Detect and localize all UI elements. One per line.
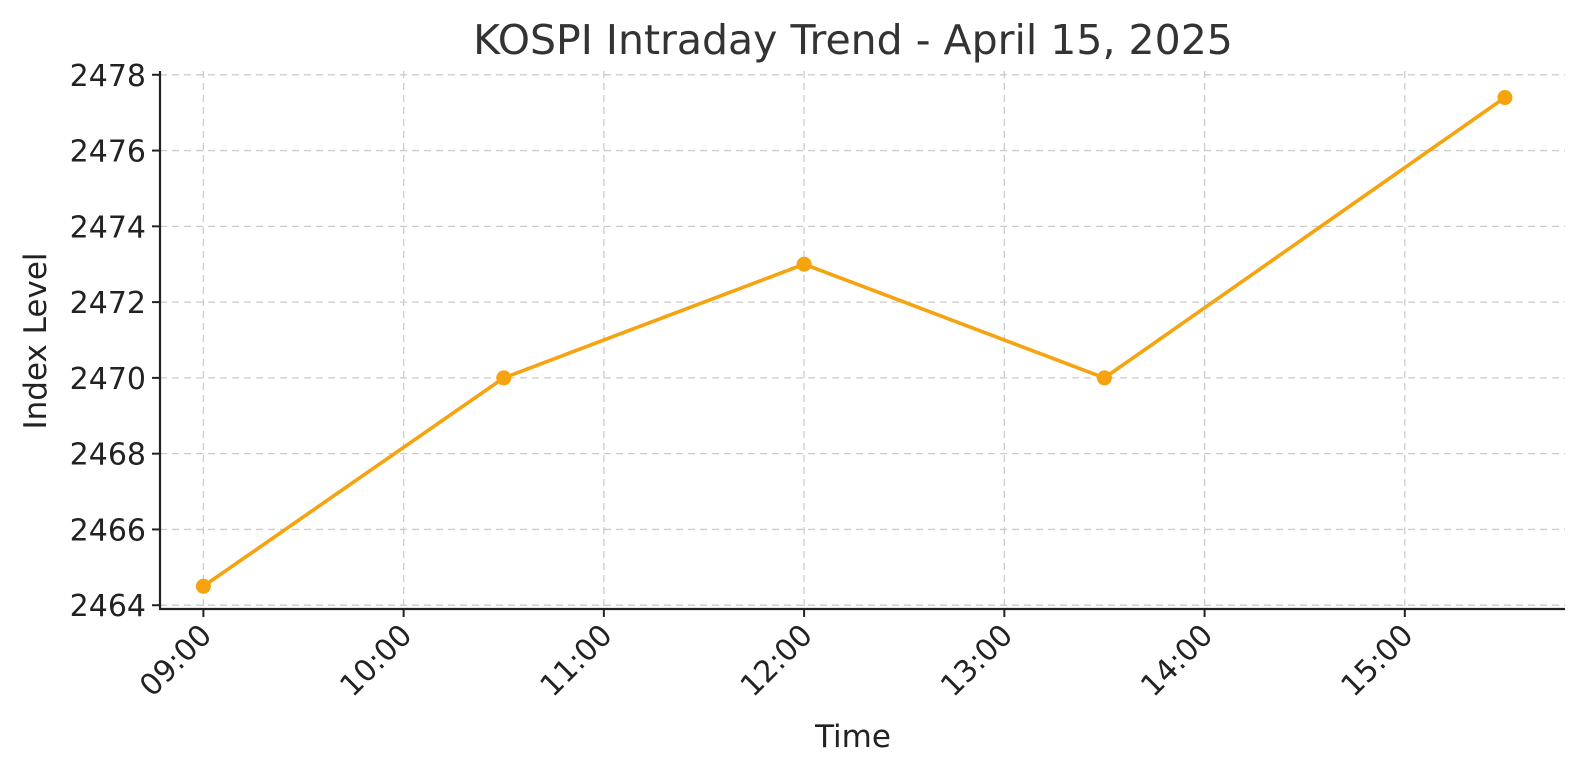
x-tick-label: 10:00 [333, 618, 419, 704]
x-tick-label: 13:00 [934, 618, 1020, 704]
y-tick-label: 2470 [70, 362, 146, 397]
chart-title: KOSPI Intraday Trend - April 15, 2025 [473, 16, 1233, 64]
y-tick-label: 2472 [70, 286, 146, 321]
axes [158, 71, 1565, 611]
series-line [201, 95, 1507, 589]
data-point [1096, 370, 1112, 386]
x-tick-label: 09:00 [133, 618, 219, 704]
y-tick-label: 2464 [70, 589, 146, 624]
x-tick-label: 15:00 [1335, 618, 1421, 704]
y-tick-label: 2474 [70, 210, 146, 245]
x-tick-label: 12:00 [734, 618, 820, 704]
x-tick-label: 14:00 [1134, 618, 1220, 704]
tick-labels: 2464 2466 2468 2470 2472 2474 2476 2478 09:00 10:… [70, 59, 1421, 704]
y-tick-label: 2476 [70, 135, 146, 170]
data-point [496, 370, 512, 386]
y-tick-label: 2468 [70, 438, 146, 473]
x-tick-label: 11:00 [534, 618, 620, 704]
x-axis-label: Time [814, 719, 891, 755]
y-tick-label: 2478 [70, 59, 146, 94]
grid-lines [160, 71, 1565, 609]
series [195, 90, 1513, 594]
data-point [195, 578, 211, 594]
data-point [1497, 90, 1513, 106]
data-point [796, 256, 812, 272]
y-axis-label: Index Level [18, 252, 54, 429]
y-tick-label: 2466 [70, 513, 146, 548]
